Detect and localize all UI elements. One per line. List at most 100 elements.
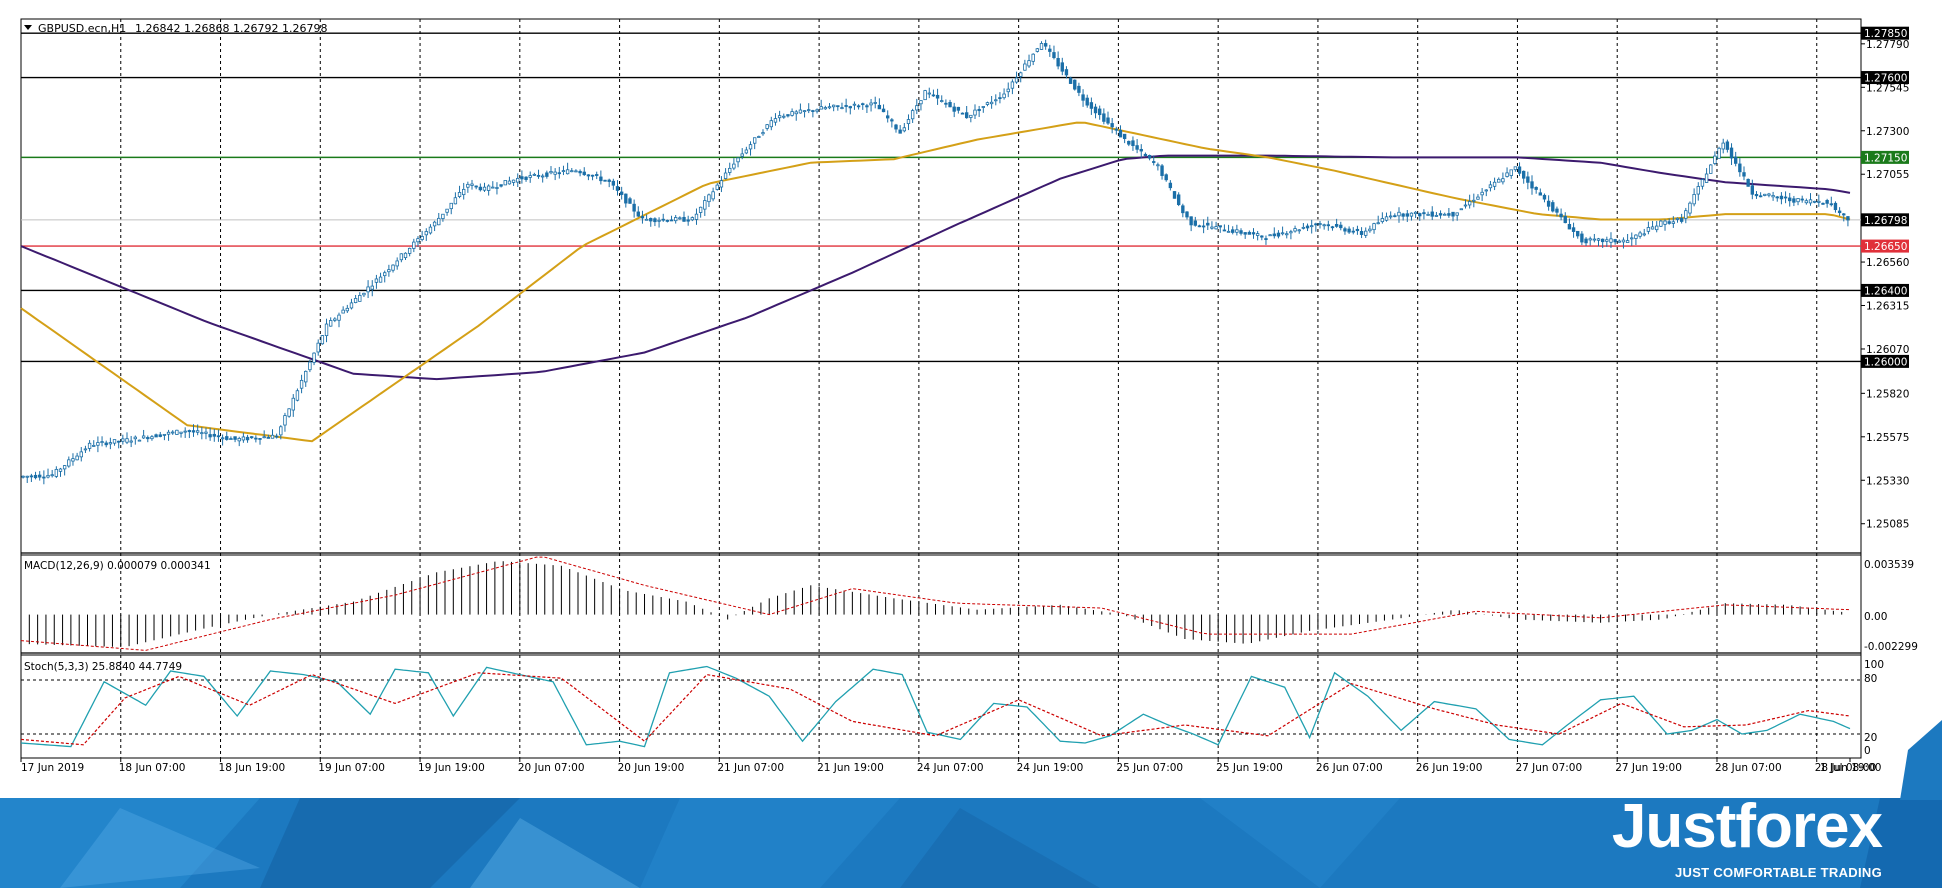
price-tick-label: 1.26315 [1866, 301, 1909, 313]
macd-panel-frame [20, 554, 1862, 656]
candle [595, 171, 599, 180]
candle [437, 212, 441, 226]
candle [1251, 228, 1256, 239]
candle [220, 434, 225, 446]
candle [125, 432, 129, 445]
candle [960, 112, 965, 115]
candle [624, 193, 628, 208]
candle [1659, 219, 1663, 227]
candle [424, 228, 428, 241]
price-tick-label: 1.26560 [1866, 257, 1909, 269]
candle [1260, 235, 1264, 241]
candle [420, 230, 424, 242]
candle [208, 427, 212, 441]
candle [732, 158, 736, 171]
candle [545, 170, 549, 179]
candle [1231, 226, 1235, 235]
candle [1717, 146, 1721, 159]
candle [225, 431, 229, 441]
candle [998, 92, 1002, 104]
current-price-tag: 1.26798 [1861, 213, 1909, 227]
candle [565, 162, 570, 175]
candle [491, 181, 495, 189]
candle [1293, 225, 1297, 233]
candle [886, 110, 890, 123]
candle [38, 471, 42, 481]
candle [154, 433, 158, 438]
candle [1638, 230, 1642, 239]
stoch-signal-line [20, 672, 1851, 746]
candle [150, 435, 154, 441]
price-tick-label: 1.26070 [1866, 344, 1909, 356]
candle [1297, 229, 1301, 234]
candle [640, 210, 645, 224]
candle [532, 172, 537, 176]
candle [1359, 227, 1364, 239]
candle [607, 178, 611, 188]
candle [611, 178, 616, 190]
candle [1700, 178, 1705, 190]
candle [1526, 171, 1530, 190]
candle [752, 137, 757, 150]
candle [1646, 221, 1651, 235]
candle [1738, 158, 1742, 177]
candle [690, 216, 695, 222]
candle [1185, 211, 1189, 220]
candle [1268, 234, 1272, 237]
candle [495, 182, 499, 195]
candle [466, 181, 470, 193]
candle [940, 95, 944, 103]
candle [678, 216, 682, 220]
candle [1546, 195, 1551, 211]
candle [254, 435, 258, 443]
candle [474, 185, 478, 190]
candle [619, 186, 624, 200]
candle [308, 359, 312, 373]
chart-menu-triangle-icon[interactable] [24, 25, 32, 30]
candle [1351, 227, 1355, 235]
price-tick-label: 1.25820 [1866, 388, 1909, 400]
candle [919, 100, 923, 111]
candle [1501, 172, 1505, 185]
candle [744, 146, 749, 155]
candle [116, 440, 121, 449]
candle [403, 252, 408, 260]
candle [200, 427, 204, 440]
candle [819, 99, 823, 110]
candle [337, 312, 341, 328]
candle [262, 430, 266, 439]
candle [665, 219, 670, 223]
candle [1418, 212, 1422, 221]
candle [1156, 162, 1160, 171]
candle [462, 182, 466, 200]
time-label: 28 Jun 19:00 [1815, 762, 1882, 774]
candle [341, 306, 345, 314]
candle [1210, 221, 1214, 230]
candle [1476, 194, 1480, 200]
candle [1364, 227, 1368, 239]
candle [1343, 226, 1347, 235]
time-label: 19 Jun 07:00 [318, 762, 385, 774]
candle [861, 102, 865, 110]
price-levels [21, 32, 1861, 363]
price-level-label: 1.27150 [1864, 152, 1907, 164]
time-label: 18 Jun 07:00 [119, 762, 186, 774]
candle [1310, 219, 1314, 234]
candle [628, 196, 632, 204]
candle [1696, 182, 1700, 201]
candle [1488, 180, 1493, 192]
candle [137, 439, 142, 442]
candle [1289, 229, 1293, 240]
candle [1555, 206, 1559, 217]
time-label: 24 Jun 07:00 [917, 762, 984, 774]
candle [1846, 216, 1850, 227]
candle [1368, 225, 1372, 233]
time-label: 21 Jun 19:00 [817, 762, 884, 774]
candle [661, 213, 665, 222]
candle [528, 171, 532, 183]
candle [1430, 206, 1434, 221]
stoch-tick-80: 80 [1864, 673, 1877, 685]
price-level-tag [1861, 283, 1909, 297]
ohlc-values: 1.26842 1.26868 1.26792 1.26798 [135, 22, 327, 35]
candle [96, 436, 100, 453]
